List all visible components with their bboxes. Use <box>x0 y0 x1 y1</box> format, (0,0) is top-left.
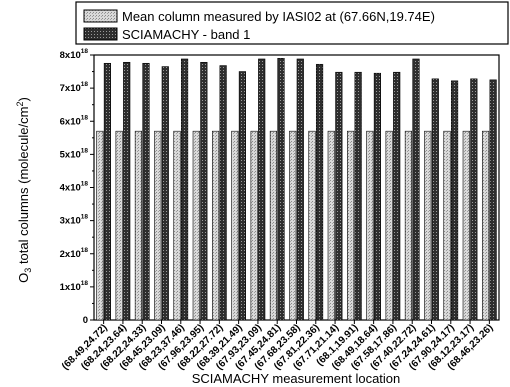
y-tick-label: 5x1018 <box>60 147 89 160</box>
y-tick-mantissa: 1x10 <box>60 282 81 293</box>
y-tick-mantissa: 3x10 <box>60 216 81 227</box>
y-tick-label: 8x1018 <box>60 48 89 61</box>
legend-label-iasi: Mean column measured by IASI02 at (67.66… <box>122 9 435 24</box>
y-tick-label: 2x1018 <box>60 247 89 260</box>
x-axis: (68.49,24.72)(68.24,23.64)(68.22,24.33)(… <box>60 320 495 372</box>
bar-iasi <box>308 130 316 321</box>
y-tick-mantissa: 5x10 <box>60 149 81 160</box>
bar-sciamachy <box>238 71 246 321</box>
y-tick-exponent: 18 <box>81 114 89 121</box>
y-tick-label: 7x1018 <box>60 81 89 94</box>
legend: Mean column measured by IASI02 at (67.66… <box>75 1 509 45</box>
bar-iasi <box>289 130 297 321</box>
bar-iasi <box>250 130 258 321</box>
bar-sciamachy <box>103 62 112 321</box>
bar-iasi <box>404 130 413 321</box>
y-axis-title: O3 total columns (molecule/cm2) <box>15 97 33 283</box>
bar-iasi <box>327 130 335 321</box>
y-axis-title-sub: 3 <box>23 268 33 273</box>
bar-sciamachy <box>431 78 439 321</box>
y-tick-exponent: 18 <box>81 280 89 287</box>
y-tick-exponent: 18 <box>81 147 89 154</box>
y-tick-label: 0 <box>83 315 88 326</box>
y-tick-mantissa: 6x10 <box>60 116 81 127</box>
bar-iasi <box>231 130 239 321</box>
bar-sciamachy <box>161 66 169 321</box>
y-axis-title-end: ) <box>16 97 31 101</box>
bar-sciamachy <box>354 71 362 321</box>
bar-iasi <box>346 130 355 321</box>
bar-sciamachy <box>277 58 285 321</box>
x-axis-title: SCIAMACHY measurement location <box>192 371 401 386</box>
y-axis-title-rest: total columns (molecule/cm <box>16 107 31 268</box>
y-tick-label: 3x1018 <box>60 214 89 227</box>
bar-sciamachy <box>450 80 459 321</box>
y-tick-exponent: 18 <box>81 48 89 55</box>
bar-sciamachy <box>142 62 150 321</box>
bar-sciamachy <box>470 78 478 321</box>
bar-iasi <box>366 130 374 321</box>
bar-iasi <box>269 130 278 321</box>
y-tick-label: 4x1018 <box>60 181 89 194</box>
y-tick-exponent: 18 <box>81 181 89 188</box>
bar-sciamachy <box>180 58 189 321</box>
legend-label-sciamachy: SCIAMACHY - band 1 <box>122 27 250 42</box>
y-tick-mantissa: 4x10 <box>60 183 81 194</box>
bar-sciamachy <box>489 79 497 321</box>
bar-iasi <box>173 130 181 321</box>
y-axis-title-main: O <box>16 273 31 283</box>
bar-sciamachy <box>123 61 131 321</box>
y-tick-label: 6x1018 <box>60 114 89 127</box>
bar-iasi <box>192 130 200 321</box>
bar-iasi <box>481 130 490 321</box>
legend-box <box>75 1 509 45</box>
bar-sciamachy <box>412 58 420 321</box>
bar-sciamachy <box>296 58 304 321</box>
bar-iasi <box>212 130 220 321</box>
bar-iasi <box>462 130 470 321</box>
bars-layer <box>96 58 497 321</box>
bar-sciamachy <box>373 72 381 321</box>
bar-sciamachy <box>335 71 343 321</box>
y-axis: 01x10182x10183x10184x10185x10186x10187x1… <box>60 48 94 326</box>
y-tick-exponent: 18 <box>81 81 89 88</box>
legend-swatch-sciamachy <box>83 27 118 41</box>
bar-sciamachy <box>393 71 401 321</box>
bar-iasi <box>115 130 123 321</box>
bar-sciamachy <box>200 61 208 321</box>
y-tick-exponent: 18 <box>81 247 89 254</box>
y-tick-mantissa: 7x10 <box>60 83 81 94</box>
y-tick-exponent: 18 <box>81 214 89 221</box>
bar-sciamachy <box>258 58 266 321</box>
bar-sciamachy <box>219 65 227 321</box>
y-tick-label: 1x1018 <box>60 280 89 293</box>
y-axis-title-sup: 2 <box>15 102 25 107</box>
bar-sciamachy <box>315 63 324 321</box>
bar-iasi <box>134 130 143 321</box>
legend-swatch-iasi <box>83 9 118 23</box>
bar-iasi <box>96 130 104 321</box>
y-tick-mantissa: 2x10 <box>60 249 81 260</box>
y-tick-mantissa: 0 <box>83 315 88 326</box>
bar-iasi <box>443 130 451 321</box>
bar-iasi <box>424 130 432 321</box>
y-tick-mantissa: 8x10 <box>60 50 81 61</box>
bar-iasi <box>385 130 393 321</box>
bar-iasi <box>154 130 162 321</box>
